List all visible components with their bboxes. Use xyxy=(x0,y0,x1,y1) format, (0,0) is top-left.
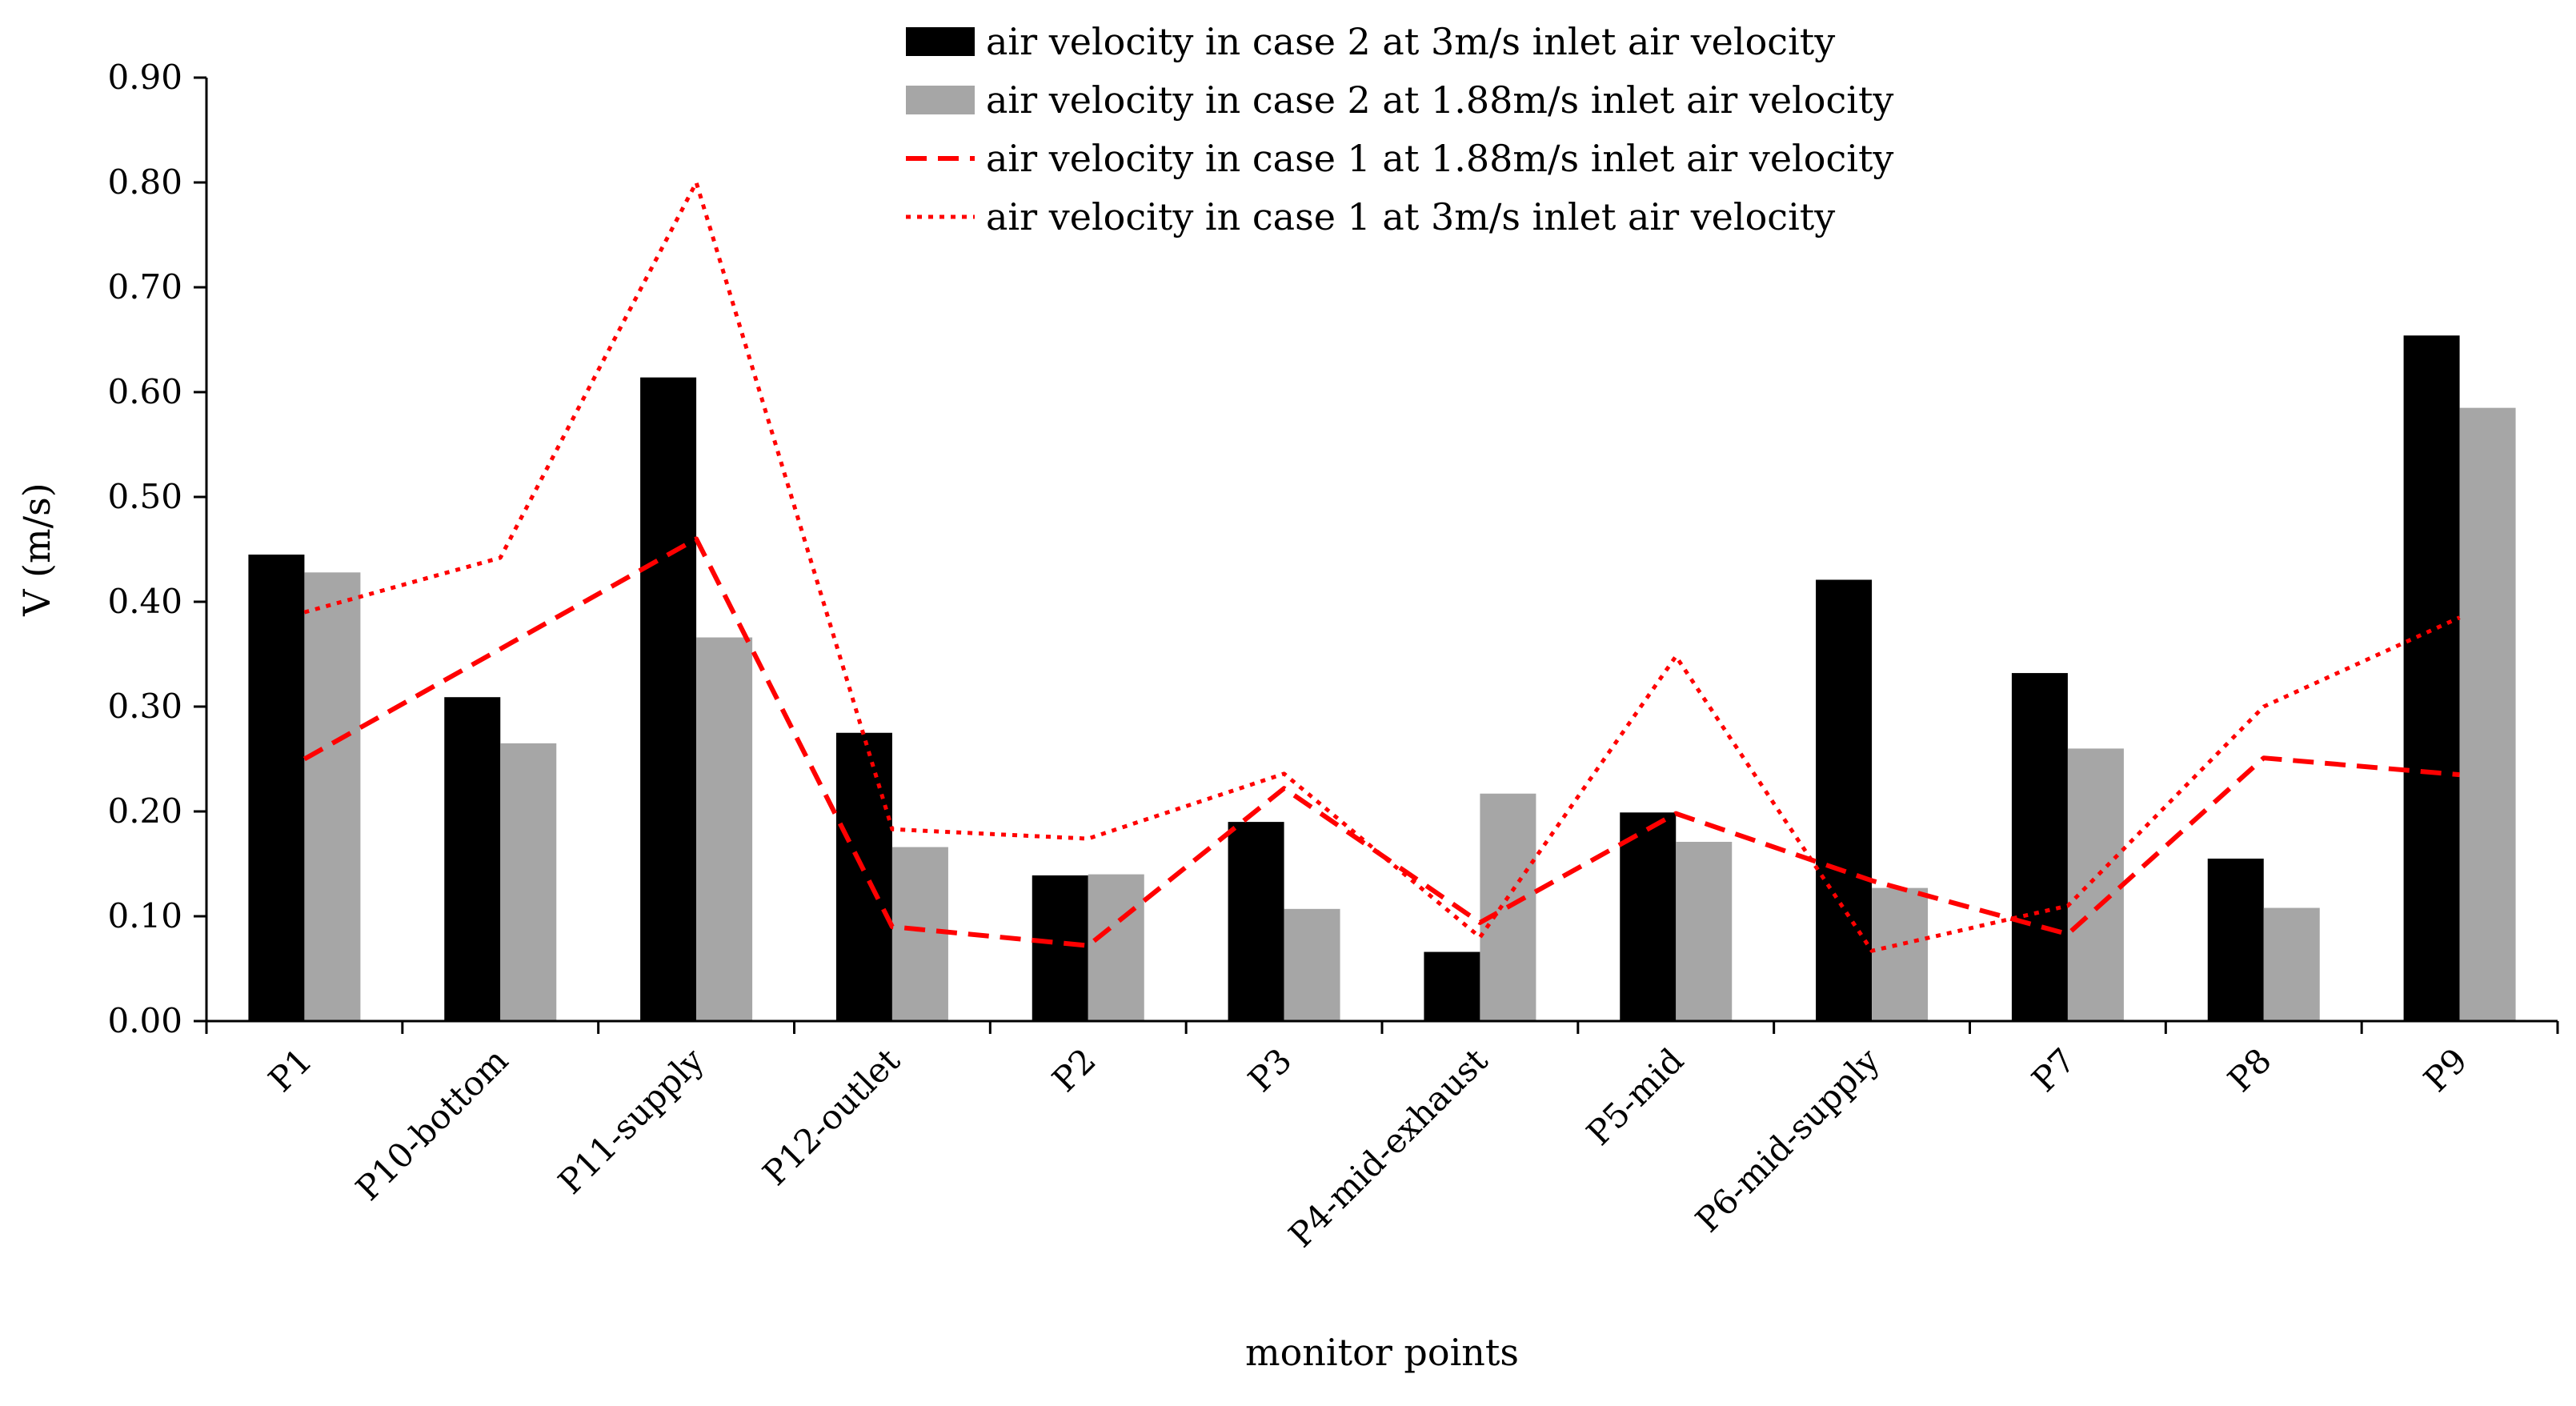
x-category-label: P2 xyxy=(1044,1040,1104,1100)
bar-case2-3ms xyxy=(835,732,892,1021)
legend-label: air velocity in case 1 at 1.88m/s inlet … xyxy=(986,137,1893,180)
x-category-label: P9 xyxy=(2416,1040,2475,1100)
bar-case2-3ms xyxy=(1032,875,1088,1021)
x-category-label: P5-mid xyxy=(1579,1040,1691,1152)
x-category-label: P3 xyxy=(1240,1040,1300,1100)
y-tick-label: 0.60 xyxy=(107,372,182,411)
bar-case2-188ms xyxy=(1872,887,1929,1021)
legend-swatch xyxy=(906,86,975,114)
y-tick-label: 0.70 xyxy=(107,267,182,306)
y-tick-label: 0.90 xyxy=(107,58,182,97)
legend-label: air velocity in case 2 at 1.88m/s inlet … xyxy=(986,78,1893,122)
bar-case2-188ms xyxy=(2067,748,2124,1021)
bar-case2-188ms xyxy=(1676,841,1733,1021)
bar-case2-188ms xyxy=(1284,908,1340,1021)
legend: air velocity in case 2 at 3m/s inlet air… xyxy=(906,20,1893,238)
y-tick-label: 0.80 xyxy=(107,162,182,202)
x-category-label: P8 xyxy=(2220,1040,2279,1100)
x-category-label: P6-mid-supply xyxy=(1688,1040,1887,1240)
y-tick-label: 0.20 xyxy=(107,791,182,831)
legend-swatch xyxy=(906,27,975,56)
bar-case2-3ms xyxy=(2403,335,2460,1021)
y-tick-label: 0.00 xyxy=(107,1001,182,1040)
x-axis-ticks xyxy=(205,1021,2559,1034)
y-tick-label: 0.50 xyxy=(107,477,182,516)
bar-case2-3ms xyxy=(1228,822,1284,1021)
series-lines xyxy=(302,180,2461,953)
bar-case2-188ms xyxy=(1088,874,1144,1021)
x-category-label: P7 xyxy=(2024,1040,2083,1100)
y-tick-label: 0.40 xyxy=(107,582,182,621)
bar-case2-188ms xyxy=(696,637,753,1021)
line-case1-188ms xyxy=(302,536,2460,948)
x-category-label: P1 xyxy=(261,1040,320,1100)
bar-case2-188ms xyxy=(304,572,361,1021)
bar-case2-3ms xyxy=(248,555,305,1021)
y-axis-title: V (m/s) xyxy=(15,483,58,616)
bar-case2-188ms xyxy=(2459,407,2516,1021)
bar-case2-3ms xyxy=(2207,858,2264,1021)
bar-case2-188ms xyxy=(891,847,948,1021)
x-axis-title: monitor points xyxy=(1245,1331,1519,1374)
legend-label: air velocity in case 2 at 3m/s inlet air… xyxy=(986,20,1835,63)
x-category-label: P11-supply xyxy=(551,1040,711,1201)
x-category-label: P10-bottom xyxy=(348,1040,515,1208)
line-case1-3ms xyxy=(303,180,2461,953)
bar-case2-188ms xyxy=(500,743,557,1021)
bar-case2-3ms xyxy=(640,377,697,1021)
bar-case2-3ms xyxy=(1816,579,1873,1021)
legend-label: air velocity in case 1 at 3m/s inlet air… xyxy=(986,195,1835,238)
y-tick-label: 0.30 xyxy=(107,687,182,726)
x-category-label: P4-mid-exhaust xyxy=(1281,1040,1496,1255)
x-axis-category-labels: P1 P10-bottom P11-supply P12-outlet P2 P3P4-m… xyxy=(261,1040,2475,1255)
bar-case2-3ms xyxy=(2011,673,2068,1021)
bar-case2-3ms xyxy=(1424,951,1480,1021)
bar-case2-3ms xyxy=(1620,812,1677,1021)
y-axis-ticks: 0.00 0.10 0.20 0.30 0.40 0.50 0.60 0.70 0.80 0.90 xyxy=(107,58,206,1040)
bar-case2-188ms xyxy=(2263,907,2320,1021)
y-tick-label: 0.10 xyxy=(107,896,182,935)
bar-case2-3ms xyxy=(444,697,501,1021)
bars xyxy=(248,335,2516,1021)
x-category-label: P12-outlet xyxy=(755,1040,907,1192)
